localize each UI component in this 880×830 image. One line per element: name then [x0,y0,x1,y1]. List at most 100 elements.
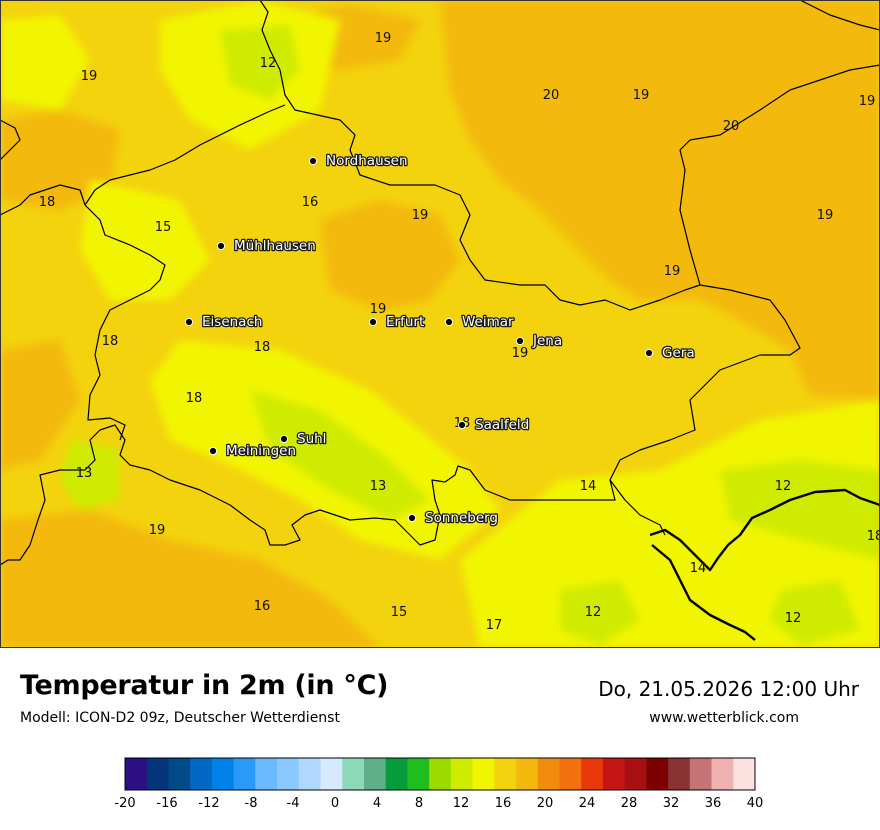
legend-swatch [516,758,539,790]
city-dot [515,336,525,346]
temperature-value: 16 [254,599,271,614]
field-warm-southwest [0,510,380,648]
temperature-value: 15 [155,220,172,235]
city-dot [457,420,467,430]
city-marker: Sonneberg [407,509,499,527]
city-label: Gera [662,345,695,361]
city-marker: Erfurt [368,313,426,331]
city-dot [216,241,226,251]
legend-swatch [733,758,756,790]
temperature-value: 19 [512,346,529,361]
legend-label: 32 [663,796,680,811]
legend-label: 12 [453,796,470,811]
city-dot [184,317,194,327]
legend-label: 4 [373,796,381,811]
legend-swatch [320,758,343,790]
legend-swatch [298,758,321,790]
city-dot [407,513,417,523]
legend-label: -4 [287,796,300,811]
city-label: Weimar [462,314,514,330]
field-cooler-east [720,460,880,560]
legend-swatch [190,758,213,790]
temperature-value: 20 [543,88,560,103]
city-dot [444,317,454,327]
legend-swatch [211,758,235,790]
field-cooler-southeast [770,580,860,645]
legend-swatch [233,758,256,790]
legend-swatch [537,758,560,790]
city-label: Suhl [297,431,326,447]
legend-label: 20 [537,796,554,811]
border-werra [84,204,166,441]
legend-swatch [255,758,278,790]
legend-label: 8 [415,796,423,811]
city-dot [279,434,289,444]
field-warm-center [320,200,460,310]
temperature-value: 12 [260,56,277,71]
legend-label: -8 [245,796,258,811]
city-label: Meiningen [226,443,296,459]
city-dot [644,348,654,358]
border-saxony [679,149,701,286]
legend-label: 24 [579,796,596,811]
website-link[interactable]: www.wetterblick.com [649,710,799,726]
legend-label: -12 [198,796,219,811]
temperature-field [0,0,880,648]
field-cooler-south [560,580,640,645]
legend-swatch [581,758,604,790]
border-west-hesse [84,104,286,206]
legend-label: -20 [114,796,135,811]
legend-swatch [494,758,517,790]
legend-swatch [711,758,734,790]
border-north-east [799,0,880,31]
temperature-value: 17 [486,618,503,633]
legend-swatch [168,758,191,790]
legend-label: 36 [705,796,722,811]
legend-swatch [602,758,626,790]
city-label: Nordhausen [326,153,408,169]
border-west [0,119,21,161]
city-label: Saalfeld [475,417,529,433]
city-dot [368,317,378,327]
border-thuringia [0,0,801,566]
temperature-value: 19 [149,523,166,538]
temperature-value: 15 [391,605,408,620]
temperature-value: 19 [817,208,834,223]
state-borders [0,0,880,566]
country-border [649,488,880,641]
legend-label: -16 [156,796,177,811]
city-marker: Weimar [444,313,515,331]
forecast-datetime: Do, 21.05.2026 12:00 Uhr [598,677,859,701]
city-label: Mühlhausen [234,238,316,254]
city-marker: Nordhausen [308,152,409,170]
field-cooler-west [60,440,120,510]
legend-swatch [472,758,495,790]
city-label: Erfurt [386,314,424,330]
legend-swatch [342,758,365,790]
temperature-value: 19 [81,69,98,84]
temperature-value: 18 [102,334,119,349]
temperature-value: 12 [785,611,802,626]
city-label: Jena [532,333,562,349]
legend-label: 0 [331,796,339,811]
border-hesse-west [0,184,86,216]
field-cooler-forest [250,390,430,520]
value-labels: 19 12 19 20 19 19 20 18 16 19 19 15 19 19 18 18 19 18 18 13… [39,31,880,633]
legend-frame [124,757,756,791]
temperature-value: 18 [39,195,56,210]
legend-swatch [450,758,473,790]
legend-swatches [124,757,756,791]
city-marker: Jena [515,332,563,350]
city-label: Eisenach [202,314,262,330]
legend-swatch [668,758,691,790]
temperature-value: 14 [580,479,597,494]
legend-swatch [646,758,669,790]
legend-swatch [277,758,300,790]
field-cooler-harz [220,25,300,100]
border-czech [649,488,880,572]
legend-swatch [429,758,452,790]
map-title: Temperatur in 2m (in °C) [20,670,389,701]
legend-swatch [689,758,712,790]
border-saxony-west [679,64,880,151]
city-label: Sonneberg [425,510,498,526]
